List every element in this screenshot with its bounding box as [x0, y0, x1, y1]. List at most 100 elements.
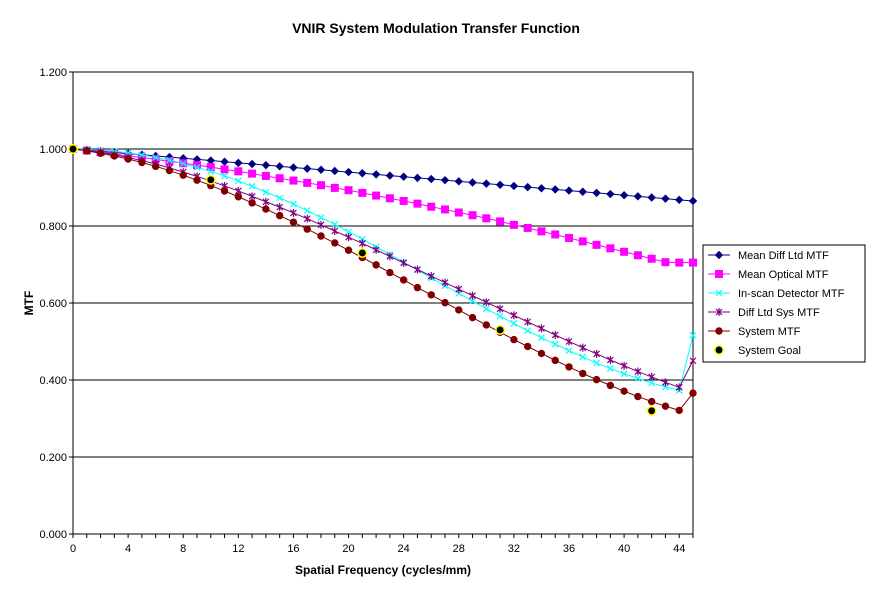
series-line [72, 148, 694, 388]
star-marker [414, 265, 421, 274]
square-marker [633, 251, 642, 260]
circle-marker [565, 363, 573, 371]
x-marker [579, 353, 587, 361]
diamond-marker [633, 192, 643, 201]
goal-marker [714, 345, 724, 355]
square-marker [496, 217, 505, 226]
x-marker [715, 289, 723, 297]
diamond-marker [358, 169, 367, 178]
square-marker [592, 240, 601, 249]
circle-marker [110, 152, 119, 160]
star-marker [593, 349, 600, 358]
circle-marker [386, 268, 394, 277]
x-marker [221, 172, 228, 180]
square-marker [578, 237, 587, 246]
diamond-marker [509, 181, 519, 191]
x-tick-label: 36 [563, 543, 575, 555]
diamond-marker [482, 179, 491, 188]
x-marker [345, 228, 352, 236]
square-marker [427, 202, 436, 211]
square-marker [372, 191, 381, 200]
y-axis-label: MTF [22, 291, 36, 316]
diamond-marker [234, 158, 243, 168]
square-marker [565, 233, 573, 242]
circle-marker [510, 335, 518, 344]
x-tick-label: 24 [398, 543, 410, 555]
series-group [68, 144, 698, 416]
x-marker [317, 214, 325, 221]
square-marker [441, 205, 449, 214]
x-marker [510, 319, 518, 327]
diamond-marker [714, 250, 724, 260]
goal-marker [205, 174, 216, 185]
chart-title: VNIR System Modulation Transfer Function [292, 20, 580, 36]
x-tick-label: 28 [453, 543, 465, 555]
square-marker [606, 244, 615, 253]
square-marker [303, 178, 312, 187]
legend-label: System MTF [738, 326, 801, 338]
circle-marker [138, 158, 146, 167]
diamond-marker [220, 157, 229, 166]
star-marker [634, 367, 642, 376]
x-marker [152, 154, 160, 161]
square-marker [509, 220, 518, 229]
x-marker [648, 379, 656, 387]
x-marker [593, 359, 600, 367]
x-marker [179, 160, 187, 168]
square-marker [344, 186, 353, 195]
x-marker [207, 167, 215, 175]
square-marker [454, 208, 463, 217]
square-marker [165, 157, 174, 166]
x-marker [634, 375, 642, 382]
diamond-marker [303, 164, 312, 173]
circle-marker [675, 406, 683, 415]
circle-marker [661, 402, 670, 410]
star-marker [689, 356, 697, 365]
goal-marker [646, 405, 657, 416]
diamond-marker [413, 173, 422, 183]
x-marker [524, 327, 532, 335]
x-marker [193, 164, 201, 171]
x-axis-label: Spatial Frequency (cycles/mm) [295, 563, 471, 577]
circle-marker [427, 291, 435, 299]
x-tick-label: 44 [673, 543, 685, 555]
diamond-marker [316, 165, 326, 174]
square-marker [675, 258, 684, 267]
circle-marker [317, 232, 325, 240]
square-marker [399, 196, 408, 205]
diamond-marker [523, 182, 532, 192]
goal-marker [68, 144, 78, 154]
x-marker [234, 177, 242, 185]
circle-marker [689, 389, 697, 397]
grid-lines [73, 148, 693, 458]
legend-label: System Goal [738, 345, 801, 357]
circle-marker [372, 261, 380, 269]
y-tick-label: 1.000 [39, 144, 67, 156]
circle-marker [124, 155, 132, 163]
y-tick-label: 1.200 [39, 67, 67, 79]
diamond-marker [619, 190, 629, 200]
circle-marker [234, 193, 243, 201]
star-marker [455, 285, 463, 294]
diamond-marker [661, 194, 670, 203]
square-marker [413, 199, 422, 208]
diamond-marker [371, 170, 381, 179]
x-tick-label: 40 [618, 543, 630, 555]
x-marker [166, 156, 173, 164]
star-marker [538, 324, 545, 333]
star-marker [524, 317, 532, 326]
y-tick-label: 0.200 [39, 452, 67, 464]
square-marker [715, 270, 723, 278]
square-marker [620, 247, 629, 256]
circle-marker [413, 283, 422, 292]
star-marker [290, 208, 297, 217]
circle-marker [399, 276, 408, 284]
diamond-marker [675, 195, 684, 205]
circle-marker [151, 162, 160, 171]
legend-label: In-scan Detector MTF [738, 288, 845, 300]
diamond-marker [564, 186, 574, 195]
circle-marker [248, 199, 256, 207]
diamond-marker [606, 189, 615, 199]
star-marker [276, 203, 284, 212]
square-marker [248, 169, 257, 178]
